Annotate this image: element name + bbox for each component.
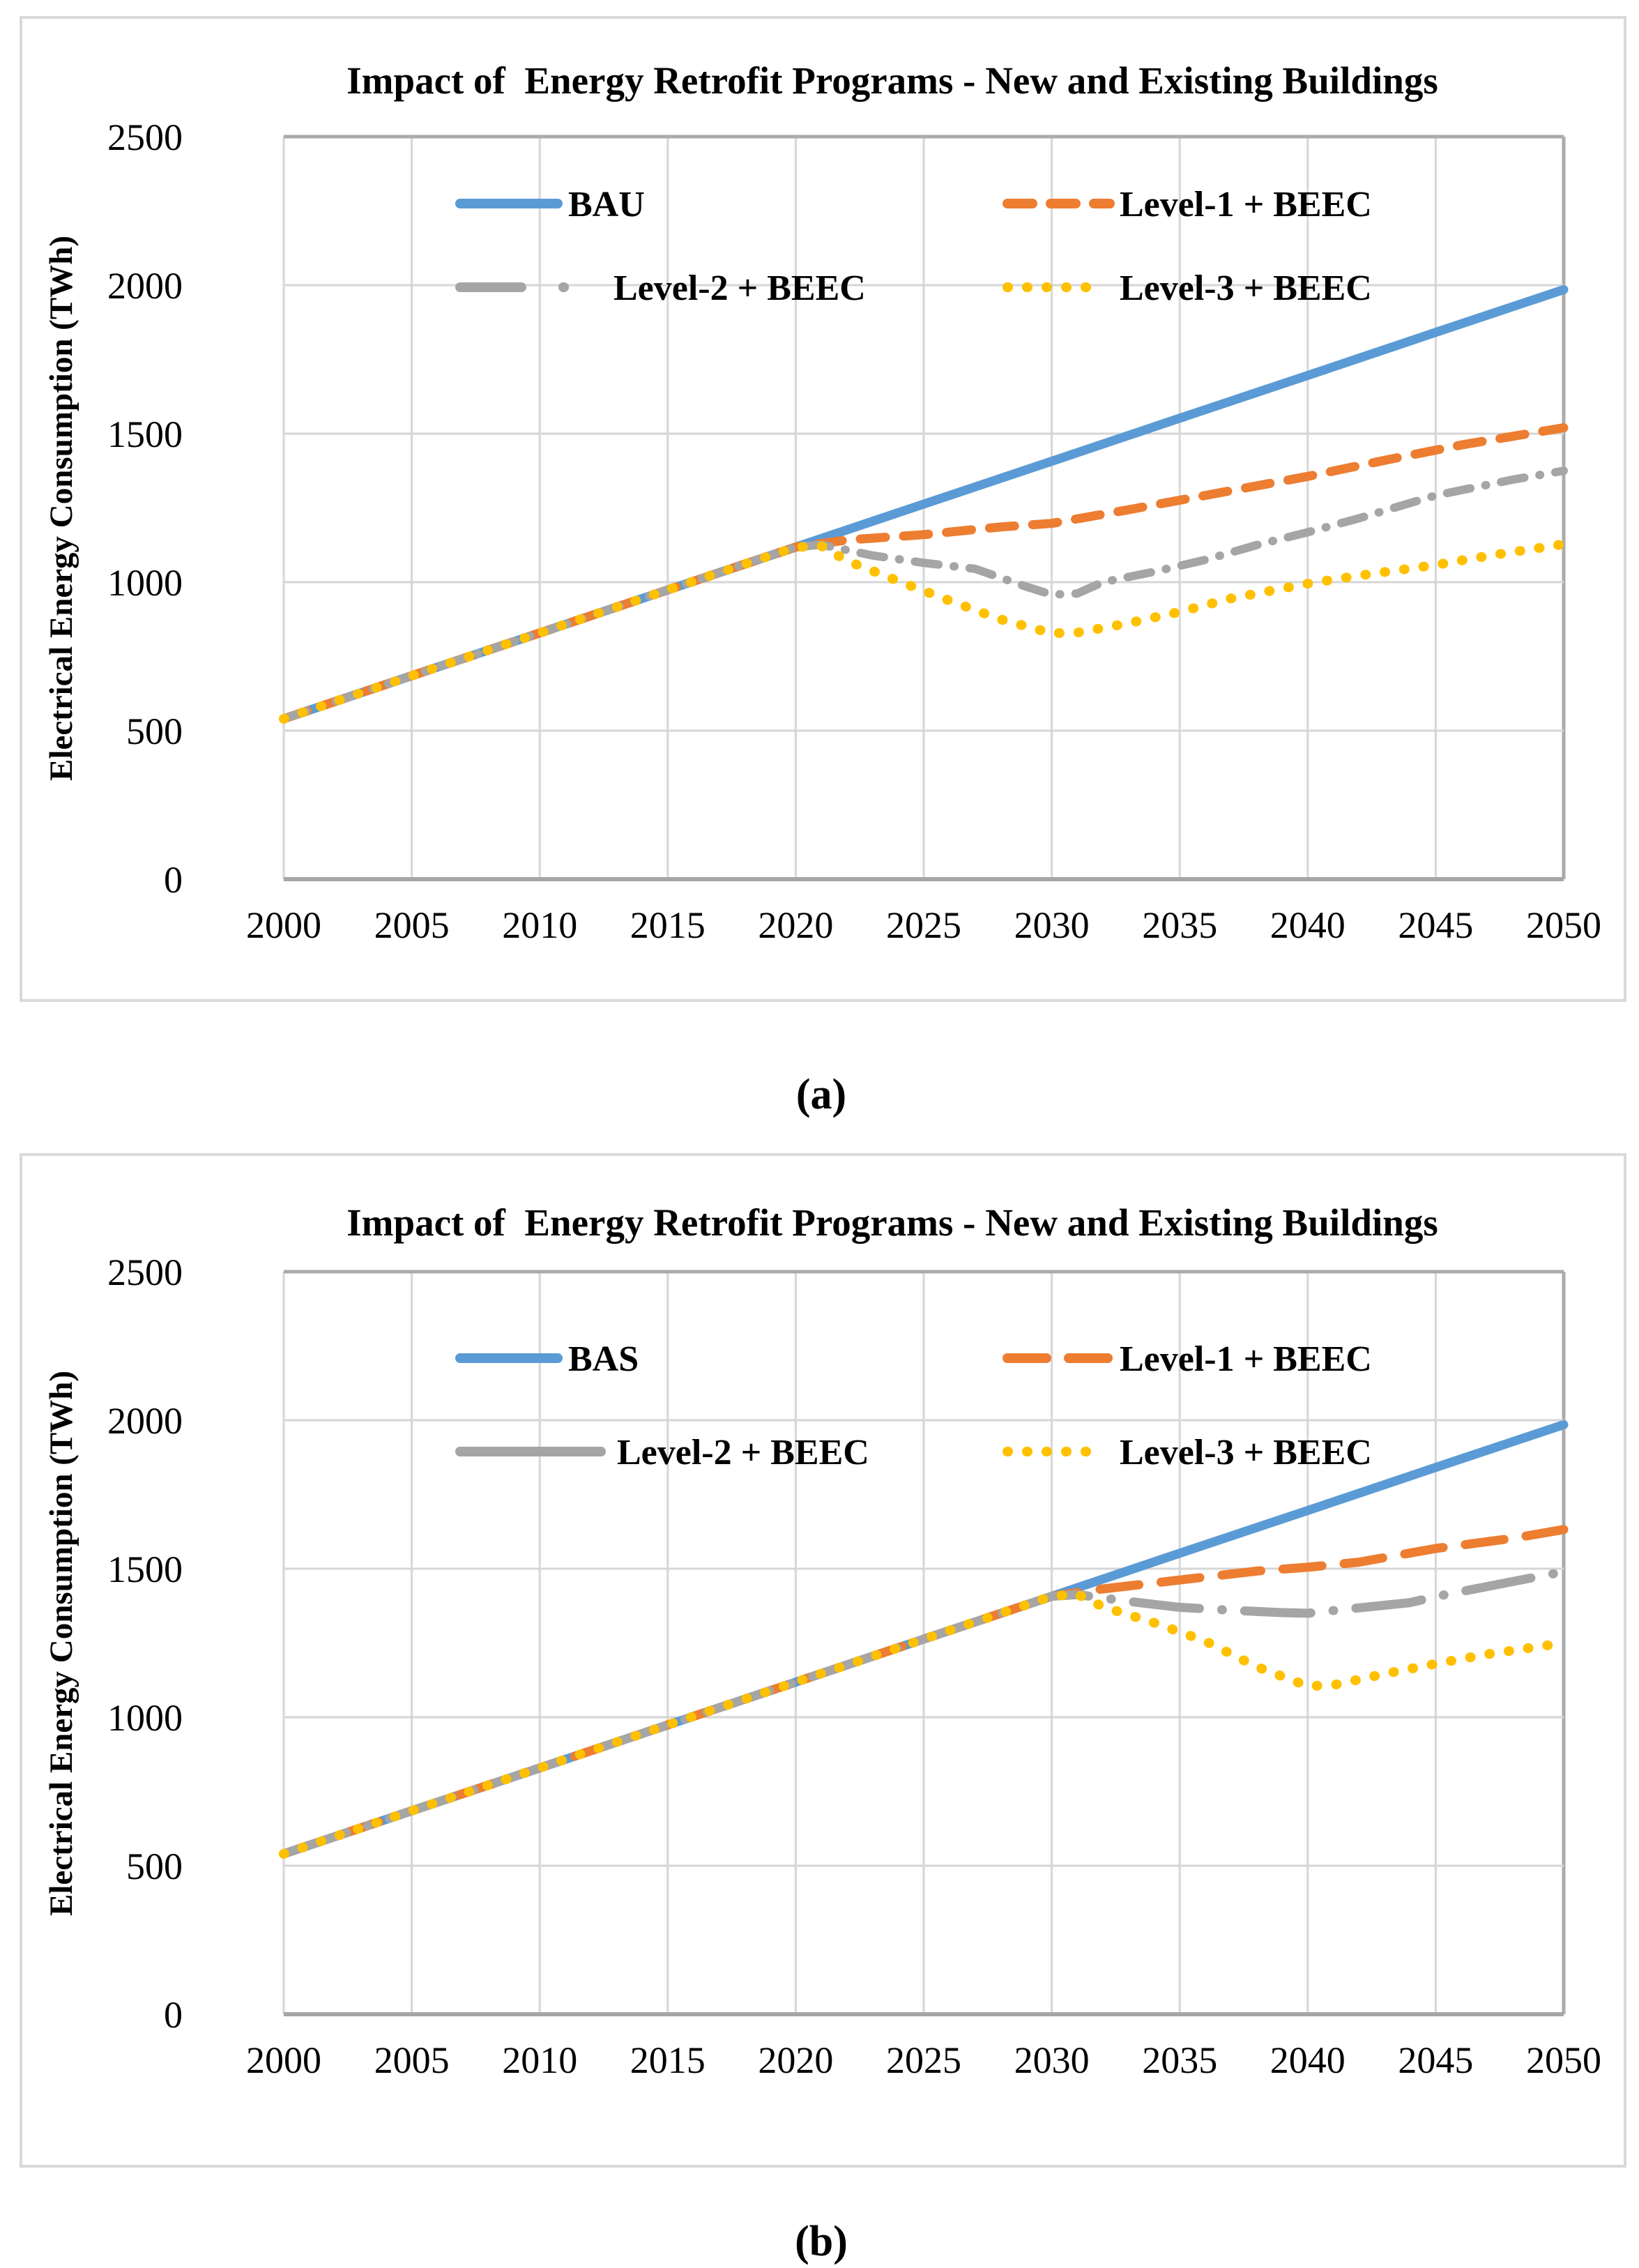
y-tick-label: 1000 bbox=[107, 562, 183, 604]
y-tick-label: 1500 bbox=[107, 1548, 183, 1590]
caption-a: (a) bbox=[796, 1071, 846, 1118]
series-line-level-3-beec bbox=[279, 539, 1569, 724]
x-tick-label: 2050 bbox=[1526, 904, 1601, 946]
y-tick-label: 2000 bbox=[107, 1400, 183, 1442]
x-tick-label: 2015 bbox=[630, 904, 706, 946]
chart-a-series bbox=[279, 284, 1569, 724]
chart-a-y-axis-title: Electrical Energy Consumption (TWh) bbox=[43, 236, 79, 781]
x-tick-label: 2045 bbox=[1398, 904, 1473, 946]
series-line-level-2-beec bbox=[280, 466, 1568, 723]
y-tick-label: 0 bbox=[164, 859, 183, 901]
legend-label-bau: BAU bbox=[568, 185, 645, 224]
chart-b-legend: BAS Level-1 + BEEC Level-2 + BEEC Level-… bbox=[455, 1339, 1372, 1472]
y-tick-label: 2500 bbox=[107, 1251, 183, 1293]
legend-label-level1: Level-1 + BEEC bbox=[1120, 185, 1372, 224]
y-tick-label: 0 bbox=[164, 1994, 183, 2036]
caption-b: (b) bbox=[795, 2218, 848, 2265]
x-tick-label: 2050 bbox=[1526, 2039, 1601, 2081]
x-tick-label: 2030 bbox=[1014, 2039, 1090, 2081]
x-tick-label: 2015 bbox=[630, 2039, 706, 2081]
chart-b-title: Impact of Energy Retrofit Programs - New… bbox=[346, 1201, 1438, 1244]
x-tick-label: 2005 bbox=[374, 2039, 450, 2081]
y-tick-label: 2500 bbox=[107, 116, 183, 158]
x-tick-label: 2030 bbox=[1014, 904, 1090, 946]
x-tick-label: 2020 bbox=[758, 2039, 833, 2081]
x-tick-label: 2035 bbox=[1142, 2039, 1217, 2081]
x-tick-label: 2025 bbox=[886, 2039, 961, 2081]
legend-label-level2: Level-2 + BEEC bbox=[613, 268, 866, 308]
chart-b-y-axis-title: Electrical Energy Consumption (TWh) bbox=[43, 1371, 79, 1916]
x-tick-label: 2000 bbox=[246, 2039, 321, 2081]
y-tick-label: 500 bbox=[126, 710, 183, 752]
x-tick-label: 2005 bbox=[374, 904, 450, 946]
y-tick-label: 2000 bbox=[107, 265, 183, 307]
x-tick-label: 2020 bbox=[758, 904, 833, 946]
x-tick-label: 2010 bbox=[502, 2039, 577, 2081]
chart-b-gridlines bbox=[282, 1270, 1566, 2016]
legend-label-level1: Level-1 + BEEC bbox=[1120, 1339, 1372, 1379]
x-tick-label: 2000 bbox=[246, 904, 321, 946]
x-tick-label: 2040 bbox=[1270, 2039, 1345, 2081]
y-tick-label: 500 bbox=[126, 1845, 183, 1887]
legend-label-level3: Level-3 + BEEC bbox=[1120, 1433, 1372, 1472]
x-tick-label: 2025 bbox=[886, 904, 961, 946]
chart-b-series bbox=[279, 1420, 1569, 1859]
chart-a-title: Impact of Energy Retrofit Programs - New… bbox=[346, 59, 1438, 102]
panel-a-border bbox=[20, 16, 1626, 1002]
legend-label-level2: Level-2 + BEEC bbox=[617, 1433, 869, 1472]
chart-a-legend: BAU Level-1 + BEEC Level-2 + BEEC Level-… bbox=[455, 185, 1372, 308]
x-tick-label: 2035 bbox=[1142, 904, 1217, 946]
y-tick-label: 1000 bbox=[107, 1697, 183, 1739]
legend-label-level3: Level-3 + BEEC bbox=[1120, 268, 1372, 308]
panel-b-border bbox=[20, 1153, 1626, 2168]
legend-label-bas: BAS bbox=[568, 1339, 639, 1379]
chart-b-tick-labels: 2000 2005 2010 2015 2020 2025 2030 2035 2040 2045… bbox=[107, 1251, 1601, 2081]
chart-a-tick-labels: 2000 2005 2010 2015 2020 2025 2030 2035 2040 2045… bbox=[107, 116, 1601, 946]
series-line-level-3-beec bbox=[279, 1589, 1569, 1859]
x-tick-label: 2010 bbox=[502, 904, 577, 946]
y-tick-label: 1500 bbox=[107, 413, 183, 455]
x-tick-label: 2040 bbox=[1270, 904, 1345, 946]
series-line-level-2-beec bbox=[279, 1567, 1569, 1859]
x-tick-label: 2045 bbox=[1398, 2039, 1473, 2081]
